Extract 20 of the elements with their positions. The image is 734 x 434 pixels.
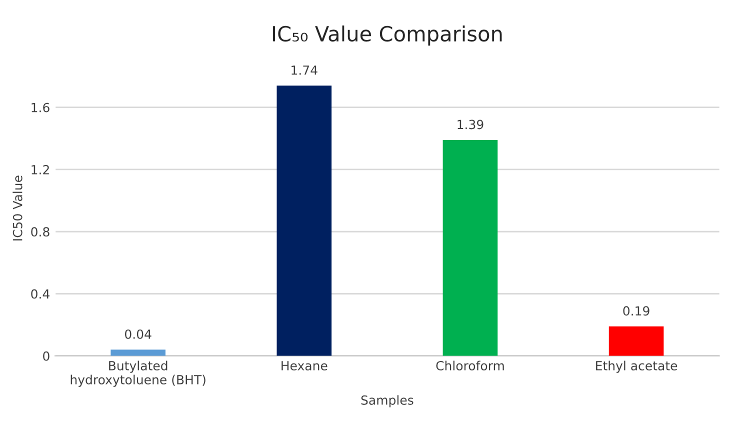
bar — [110, 350, 166, 356]
x-tick-label: Butylated hydroxytoluene (BHT) — [70, 360, 206, 387]
data-label: 1.39 — [458, 120, 484, 130]
bar — [442, 140, 498, 356]
x-tick-label: Hexane — [282, 361, 328, 370]
x-tick-label: Chloroform — [436, 360, 504, 370]
bar — [608, 326, 664, 356]
bar — [276, 86, 332, 356]
y-tick-label: 1.2 — [32, 164, 49, 174]
data-label: 1.74 — [292, 66, 318, 75]
x-axis-title: Samples — [361, 395, 414, 408]
chart-title: IC₅₀ Value Comparison — [272, 25, 502, 46]
y-tick-label: 1.6 — [32, 102, 50, 112]
data-label: 0.04 — [124, 329, 152, 339]
y-tick-label: 0.8 — [31, 227, 50, 237]
y-axis-title: IC50 Value — [12, 176, 22, 240]
x-tick-label: Ethyl acetate — [596, 360, 678, 373]
y-tick-label: 0.4 — [31, 289, 50, 299]
data-label: 0.19 — [623, 306, 650, 316]
y-tick-label: 0 — [43, 351, 50, 361]
